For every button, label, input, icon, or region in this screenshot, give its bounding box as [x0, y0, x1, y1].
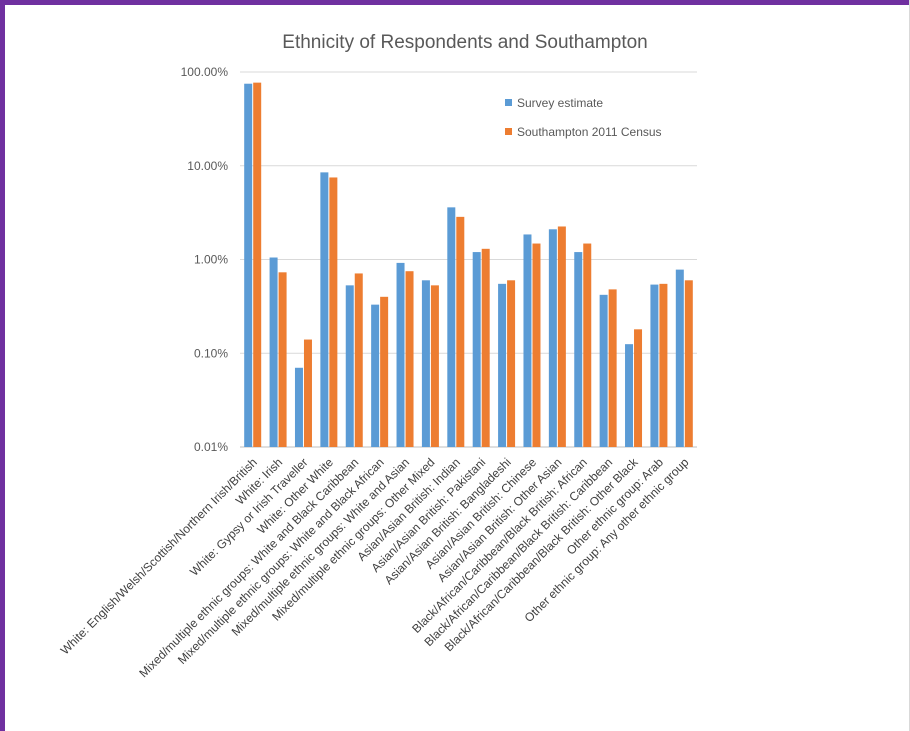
y-tick-label: 0.01% — [194, 440, 228, 454]
bar-census-10 — [507, 280, 516, 447]
bar-census-6 — [405, 271, 414, 447]
bar-survey-9 — [472, 252, 481, 447]
legend-label-0: Survey estimate — [517, 96, 603, 110]
bar-survey-13 — [574, 252, 583, 447]
y-axis-ticks: 0.01% 0.10% 1.00% 10.00% 100.00% — [181, 65, 229, 454]
bar-survey-7 — [421, 280, 430, 447]
chart-title: Ethnicity of Respondents and Southampton — [282, 32, 647, 53]
y-tick-label: 100.00% — [181, 65, 229, 79]
legend: Survey estimate Southampton 2011 Census — [505, 96, 662, 139]
bar-census-12 — [557, 226, 566, 447]
bar-survey-6 — [396, 262, 405, 447]
bar-survey-3 — [320, 172, 329, 447]
bar-census-8 — [456, 216, 465, 447]
bar-census-17 — [684, 280, 693, 447]
bar-census-5 — [380, 296, 389, 447]
bar-survey-15 — [625, 344, 634, 447]
bar-survey-11 — [523, 234, 532, 447]
bar-census-2 — [303, 339, 312, 447]
bar-survey-5 — [371, 304, 380, 447]
bar-census-0 — [253, 82, 262, 448]
y-tick-label: 1.00% — [194, 253, 228, 267]
bar-survey-4 — [345, 285, 354, 447]
bar-census-11 — [532, 243, 541, 447]
bar-census-16 — [659, 283, 668, 447]
bar-survey-1 — [269, 257, 278, 447]
bar-survey-0 — [244, 83, 253, 447]
legend-swatch-0 — [505, 99, 512, 106]
bar-census-9 — [481, 248, 490, 447]
bar-census-3 — [329, 177, 338, 447]
bar-census-4 — [354, 273, 363, 447]
y-tick-label: 0.10% — [194, 346, 228, 360]
bars — [244, 82, 693, 448]
gridlines — [240, 71, 697, 448]
legend-label-1: Southampton 2011 Census — [517, 125, 662, 139]
x-axis-labels: White: English/Welsh/Scottish/Northern I… — [58, 455, 692, 681]
bar-census-14 — [608, 289, 617, 447]
bar-survey-2 — [294, 367, 303, 447]
bar-census-7 — [430, 285, 439, 447]
bar-census-15 — [634, 329, 643, 447]
bar-survey-16 — [650, 284, 659, 447]
bar-survey-10 — [498, 283, 507, 447]
bar-census-13 — [583, 243, 592, 447]
bar-survey-14 — [599, 294, 608, 447]
bar-survey-8 — [447, 207, 456, 447]
bar-census-1 — [278, 272, 287, 447]
bar-survey-12 — [548, 229, 557, 447]
legend-swatch-1 — [505, 128, 512, 135]
y-tick-label: 10.00% — [187, 159, 228, 173]
bar-survey-17 — [675, 269, 684, 447]
